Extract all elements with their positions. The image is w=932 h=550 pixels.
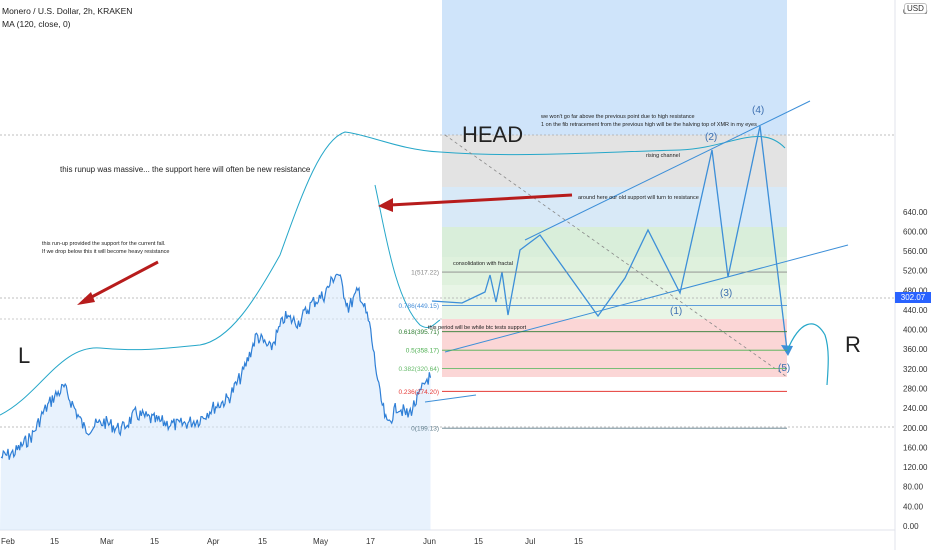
x-tick-label: 15 xyxy=(150,537,159,546)
x-tick-label: Jul xyxy=(525,537,535,546)
ma-line-lower xyxy=(374,184,441,328)
x-tick-label: 15 xyxy=(50,537,59,546)
x-tick-label: 17 xyxy=(366,537,375,546)
fib-level-label: 0.236(274.20) xyxy=(399,389,439,396)
resistance-note-line1: we won't go far above the previous point… xyxy=(540,114,695,120)
currency-button[interactable]: USD xyxy=(904,3,927,14)
y-tick-label: 160.00 xyxy=(903,443,928,452)
wave-label-3: (3) xyxy=(720,288,732,299)
x-tick-label: Jun xyxy=(423,537,436,546)
x-axis: Feb 15 Mar 15 Apr 15 May 17 Jun 15 Jul 15 xyxy=(1,537,583,546)
arrow-head-support xyxy=(378,193,573,212)
y-tick-label: 600.00 xyxy=(903,227,928,236)
fib-level-label: 0.786(449.15) xyxy=(399,303,439,310)
old-support-note: around here our old support will turn to… xyxy=(578,195,699,201)
current-price-tag: 302.07 xyxy=(895,292,931,303)
projection-path xyxy=(431,125,788,351)
fib-level-labels: 1(517.22) 0.786(449.15) 0.618(395.71) 0.5(3… xyxy=(399,270,787,433)
runup-note: this runup was massive... the support he… xyxy=(60,165,311,174)
y-tick-label: 240.00 xyxy=(903,404,928,413)
consolidation-label: consolidation with fractal xyxy=(453,261,513,267)
right-shoulder-arc xyxy=(786,323,829,386)
fib-level-label: 0.618(395.71) xyxy=(399,329,439,336)
y-tick-label: 480.00 xyxy=(903,286,928,295)
y-tick-label: 80.00 xyxy=(903,483,924,492)
wave-label-4: (4) xyxy=(752,105,764,116)
price-line xyxy=(0,273,432,460)
y-axis: 660.00640.00600.00560.00520.00480.00440.… xyxy=(903,7,928,531)
right-shoulder-label: R xyxy=(845,332,861,357)
indicator-label[interactable]: MA (120, close, 0) xyxy=(2,19,71,29)
x-tick-label: 15 xyxy=(258,537,267,546)
wave-label-1: (1) xyxy=(670,306,682,317)
fib-level-label: 1(517.22) xyxy=(411,270,439,277)
btc-note: this period will be while btc tests supp… xyxy=(428,325,527,331)
y-tick-label: 560.00 xyxy=(903,247,928,256)
support-note-line2: If we drop below this it will become hea… xyxy=(42,249,169,255)
channel-stub xyxy=(424,394,477,403)
channel-upper xyxy=(524,100,811,241)
fib-bands xyxy=(442,135,787,377)
fib-level-label: 0.382(320.64) xyxy=(399,366,439,373)
x-tick-label: Apr xyxy=(207,537,220,546)
resistance-note-line2: 1 on the fib retracement from the previo… xyxy=(541,122,757,128)
y-tick-label: 40.00 xyxy=(903,502,924,511)
y-tick-label: 440.00 xyxy=(903,306,928,315)
left-shoulder-label: L xyxy=(18,343,30,368)
y-tick-label: 360.00 xyxy=(903,345,928,354)
fib-trend-line xyxy=(444,134,788,378)
x-tick-label: Mar xyxy=(100,537,114,546)
y-tick-label: 400.00 xyxy=(903,326,928,335)
x-tick-label: 15 xyxy=(474,537,483,546)
arrow-left-shoulder xyxy=(77,260,159,305)
chart-title: Monero / U.S. Dollar, 2h, KRAKEN xyxy=(2,6,133,16)
y-tick-label: 280.00 xyxy=(903,385,928,394)
price-area xyxy=(0,274,431,530)
y-tick-label: 200.00 xyxy=(903,424,928,433)
head-label: HEAD xyxy=(462,122,523,147)
y-tick-label: 520.00 xyxy=(903,267,928,276)
rising-channel-label: rising channel xyxy=(646,153,680,159)
moving-average-line xyxy=(0,131,786,416)
y-tick-label: 320.00 xyxy=(903,365,928,374)
fib-level-label: 0.5(358.17) xyxy=(406,348,439,355)
support-note-line1: this run-up provided the support for the… xyxy=(42,241,166,247)
wave-label-2: (2) xyxy=(705,132,717,143)
x-tick-label: 15 xyxy=(574,537,583,546)
y-tick-label: 120.00 xyxy=(903,463,928,472)
fib-level-label: 0(199.13) xyxy=(411,426,439,433)
y-tick-label: 0.00 xyxy=(903,522,919,531)
y-tick-label: 640.00 xyxy=(903,208,928,217)
x-tick-label: May xyxy=(313,537,328,546)
wave-label-5: (5) xyxy=(778,363,790,374)
channel-lower xyxy=(444,244,849,353)
x-tick-label: Feb xyxy=(1,537,15,546)
